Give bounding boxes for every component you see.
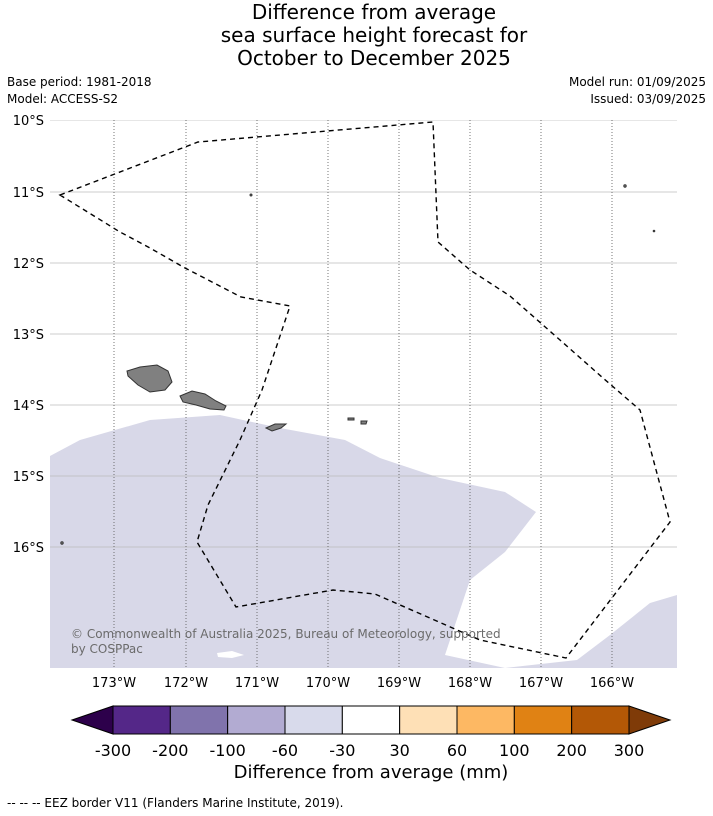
colorbar-extend-high bbox=[628, 705, 672, 735]
lat-label: 14°S bbox=[13, 399, 44, 414]
lon-label: 170°W bbox=[306, 676, 350, 691]
issued-text: Issued: 03/09/2025 bbox=[590, 92, 706, 106]
title-line-1: Difference from average bbox=[251, 0, 497, 24]
lon-label: 169°W bbox=[377, 676, 421, 691]
colorbar-segment bbox=[571, 705, 630, 735]
anomaly-gap bbox=[217, 651, 244, 658]
colorbar-segment bbox=[227, 705, 286, 735]
lat-label: 15°S bbox=[13, 470, 44, 485]
title-line-2: sea surface height forecast for bbox=[220, 23, 528, 47]
colorbar-tick-label: -60 bbox=[272, 741, 298, 760]
copyright-line-1: © Commonwealth of Australia 2025, Bureau… bbox=[71, 627, 501, 641]
lat-label: 11°S bbox=[13, 186, 44, 201]
colorbar-tick-label: 100 bbox=[499, 741, 530, 760]
map-panel: © Commonwealth of Australia 2025, Bureau… bbox=[13, 114, 677, 691]
colorbar-segment bbox=[456, 705, 515, 735]
lon-label: 166°W bbox=[590, 676, 634, 691]
copyright-line-2: by COSPPac bbox=[71, 642, 143, 656]
chart-title: Difference from average sea surface heig… bbox=[0, 1, 713, 70]
land bbox=[60, 184, 656, 545]
meta-left: Base period: 1981-2018 Model: ACCESS-S2 bbox=[7, 74, 152, 108]
colorbar-tick-label: 200 bbox=[556, 741, 587, 760]
map-layers: © Commonwealth of Australia 2025, Bureau… bbox=[50, 120, 677, 668]
tutuila-island bbox=[264, 423, 288, 432]
islet-north bbox=[249, 193, 253, 197]
islet-ne-1 bbox=[623, 184, 627, 188]
lon-label: 172°W bbox=[164, 676, 208, 691]
model-run-text: Model run: 01/09/2025 bbox=[568, 75, 706, 89]
savaii-island bbox=[126, 364, 173, 393]
colorbar-tick-label: 60 bbox=[447, 741, 467, 760]
colorbar-segment bbox=[341, 705, 401, 735]
colorbar-tick-label: 300 bbox=[614, 741, 645, 760]
lat-label: 10°S bbox=[13, 114, 44, 129]
colorbar-segment bbox=[399, 705, 458, 735]
islet-west bbox=[60, 541, 64, 545]
manua-islet-2 bbox=[360, 420, 368, 425]
upolu-island bbox=[179, 390, 227, 411]
islet-ne-2 bbox=[652, 229, 656, 233]
colorbar-ticks: -300 -200 -100 -60 -30 30 60 100 200 300 bbox=[95, 741, 644, 760]
colorbar-tick-label: 30 bbox=[389, 741, 409, 760]
colorbar-segment bbox=[169, 705, 229, 735]
lon-label: 167°W bbox=[519, 676, 563, 691]
meta-right: Model run: 01/09/2025 Issued: 03/09/2025 bbox=[569, 74, 706, 108]
colorbar-tick-label: -300 bbox=[95, 741, 131, 760]
base-period-text: Base period: 1981-2018 bbox=[7, 75, 152, 89]
colorbar-segment bbox=[284, 705, 343, 735]
colorbar-segment bbox=[112, 705, 171, 735]
eez-border bbox=[58, 121, 671, 659]
lat-labels: 10°S 11°S 12°S 13°S 14°S 15°S 16°S bbox=[13, 114, 44, 556]
lon-label: 168°W bbox=[448, 676, 492, 691]
colorbar-tick-label: -200 bbox=[152, 741, 188, 760]
lat-label: 13°S bbox=[13, 328, 44, 343]
lat-label: 16°S bbox=[13, 541, 44, 556]
lat-gridlines bbox=[50, 120, 677, 548]
lat-label: 12°S bbox=[13, 257, 44, 272]
lon-labels: 173°W 172°W 171°W 170°W 169°W 168°W 167°… bbox=[92, 676, 634, 691]
colorbar-segment bbox=[513, 705, 573, 735]
anomaly-fill-region bbox=[50, 415, 677, 668]
lon-label: 173°W bbox=[92, 676, 136, 691]
colorbar bbox=[70, 705, 672, 735]
title-line-3: October to December 2025 bbox=[237, 46, 511, 70]
eez-source-note: -- -- -- EEZ border V11 (Flanders Marine… bbox=[7, 796, 344, 810]
manua-islet-1 bbox=[347, 417, 355, 421]
colorbar-tick-label: -100 bbox=[210, 741, 246, 760]
colorbar-tick-label: -30 bbox=[329, 741, 355, 760]
model-text: Model: ACCESS-S2 bbox=[7, 92, 119, 106]
legend-title: Difference from average (mm) bbox=[234, 762, 509, 783]
colorbar-extend-low bbox=[70, 705, 114, 735]
lon-label: 171°W bbox=[235, 676, 279, 691]
